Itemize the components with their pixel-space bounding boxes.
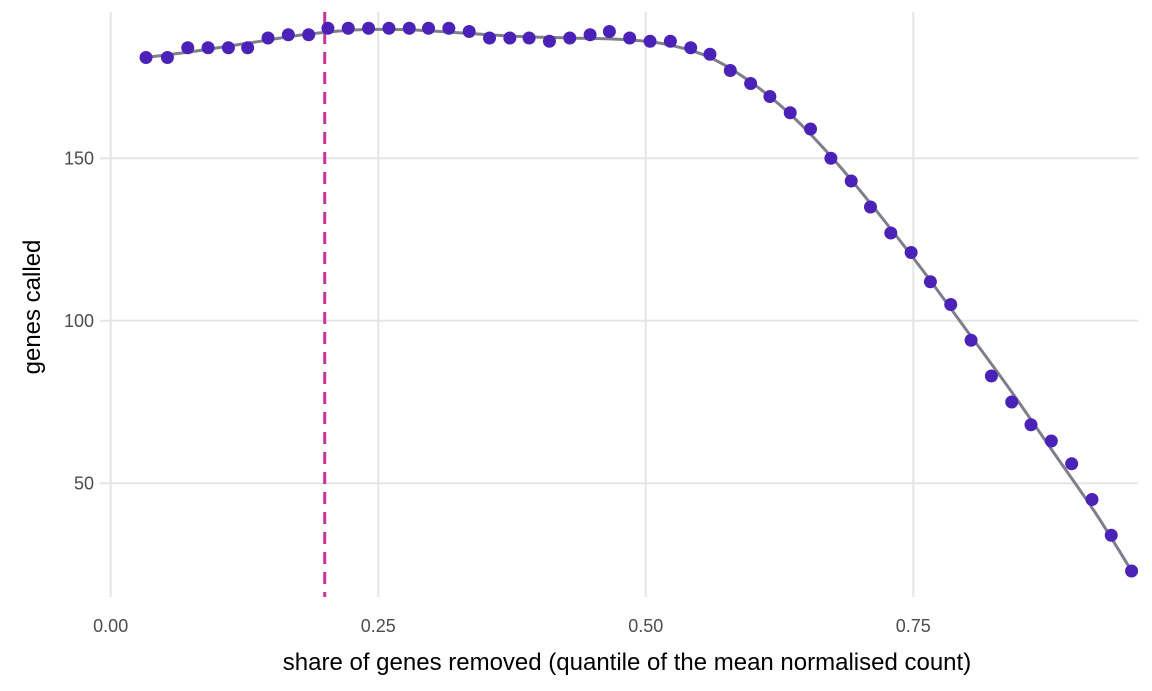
data-point	[804, 122, 818, 136]
data-point	[522, 31, 536, 45]
data-point	[1005, 395, 1019, 409]
data-point	[302, 28, 316, 42]
x-tick-label: 0.50	[628, 616, 663, 636]
data-point	[623, 31, 637, 45]
data-point	[241, 41, 255, 55]
data-point	[1104, 528, 1118, 542]
data-point	[483, 31, 497, 45]
data-point	[1125, 564, 1139, 578]
data-point	[1065, 457, 1079, 471]
data-point	[402, 21, 416, 35]
data-point	[783, 106, 797, 120]
data-point	[281, 28, 295, 42]
data-point	[201, 41, 215, 55]
data-point	[462, 25, 476, 38]
points-layer	[139, 21, 1139, 578]
data-point	[583, 28, 597, 42]
data-point	[1044, 434, 1058, 448]
data-point	[503, 31, 517, 45]
data-point	[139, 51, 153, 64]
data-point	[563, 31, 577, 45]
data-point	[362, 21, 376, 35]
x-tick-label: 0.75	[896, 616, 931, 636]
data-point	[663, 34, 677, 48]
data-point	[1024, 418, 1038, 432]
data-point	[844, 174, 858, 188]
x-axis-title: share of genes removed (quantile of the …	[283, 649, 971, 676]
data-point	[863, 200, 877, 214]
data-point	[542, 34, 556, 48]
data-point	[442, 21, 456, 35]
data-point	[341, 21, 355, 35]
y-tick-label: 50	[74, 473, 94, 493]
x-tick-label: 0.00	[93, 616, 128, 636]
data-point	[422, 21, 436, 35]
data-point	[904, 246, 918, 259]
data-point	[1085, 493, 1099, 506]
data-point	[181, 41, 195, 55]
data-point	[602, 25, 616, 38]
data-point	[944, 298, 958, 311]
data-point	[744, 77, 758, 90]
data-point	[703, 47, 717, 61]
data-point	[160, 51, 174, 64]
y-axis-title: genes called	[19, 240, 46, 375]
data-point	[382, 21, 396, 35]
data-point	[923, 275, 937, 289]
data-point	[884, 226, 898, 240]
data-point	[321, 21, 335, 35]
x-tick-label: 0.25	[361, 616, 396, 636]
y-axis-ticks: 50 100 150	[64, 148, 94, 493]
data-point	[684, 41, 698, 55]
x-axis-ticks: 0.00 0.25 0.50 0.75	[93, 616, 931, 636]
y-tick-label: 150	[64, 148, 94, 168]
data-point	[763, 90, 777, 103]
data-point	[221, 41, 235, 55]
data-point	[643, 34, 657, 48]
data-point	[984, 369, 998, 383]
data-point	[723, 64, 737, 77]
data-point	[964, 333, 978, 347]
data-point	[824, 151, 838, 165]
grid	[100, 12, 1138, 597]
data-point	[261, 31, 275, 45]
y-tick-label: 100	[64, 311, 94, 331]
